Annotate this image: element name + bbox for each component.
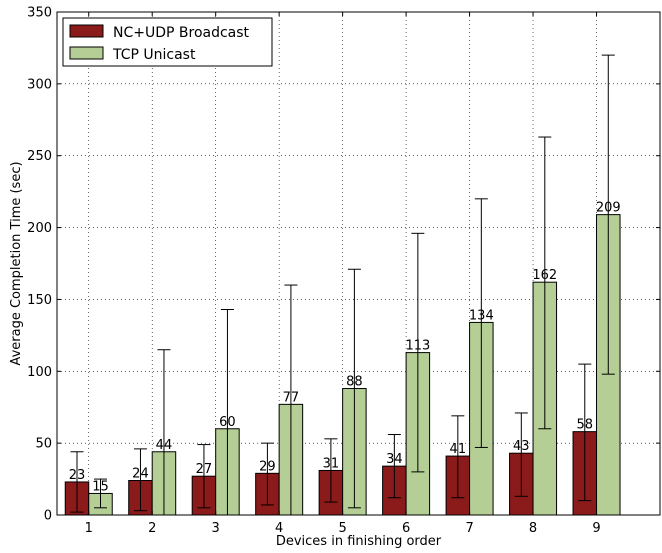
x-tick-label: 3 bbox=[212, 521, 220, 536]
x-tick-label: 1 bbox=[85, 521, 93, 536]
y-tick-label: 0 bbox=[44, 509, 52, 524]
value-labels: 23 24 27 29 31 34 41 43 58 15 44 60 77 88 113 134 162 209 bbox=[69, 201, 621, 495]
legend-swatch-tcp bbox=[69, 46, 104, 60]
x-tick-label: 7 bbox=[465, 521, 473, 536]
bar-value-label: 60 bbox=[219, 415, 236, 430]
y-tick-label: 200 bbox=[27, 221, 52, 236]
x-tick-label: 9 bbox=[592, 521, 600, 536]
bar-value-label: 88 bbox=[346, 375, 363, 390]
bar-value-label: 44 bbox=[156, 438, 173, 453]
x-tick-label: 4 bbox=[275, 521, 283, 536]
bar-value-label: 209 bbox=[596, 201, 621, 216]
bar-value-label: 27 bbox=[196, 462, 213, 477]
bar-value-label: 58 bbox=[577, 418, 594, 433]
bar-value-label: 23 bbox=[69, 468, 86, 483]
bar-value-label: 34 bbox=[386, 452, 403, 467]
bar-value-label: 15 bbox=[92, 479, 109, 494]
x-tick-label: 5 bbox=[338, 521, 346, 536]
bar-value-label: 24 bbox=[132, 467, 149, 482]
bar-value-label: 43 bbox=[513, 439, 530, 454]
bar-value-label: 134 bbox=[469, 308, 494, 323]
legend-label-tcp: TCP Unicast bbox=[112, 47, 196, 63]
legend-label-nc-udp: NC+UDP Broadcast bbox=[113, 25, 250, 41]
x-tick-label: 8 bbox=[529, 521, 537, 536]
x-tick-label: 2 bbox=[148, 521, 156, 536]
bar-value-label: 31 bbox=[323, 456, 340, 471]
y-tick-label: 250 bbox=[27, 149, 52, 164]
bar-value-label: 29 bbox=[259, 459, 276, 474]
x-axis-label: Devices in finishing order bbox=[276, 534, 442, 549]
bar-value-label: 77 bbox=[283, 390, 300, 405]
plot-frame bbox=[56, 11, 661, 516]
y-tick-label: 150 bbox=[27, 293, 52, 308]
x-tick-label: 6 bbox=[402, 521, 410, 536]
error-bars bbox=[70, 54, 615, 516]
legend-swatch-nc-udp bbox=[69, 24, 104, 38]
grid-lines bbox=[57, 12, 660, 515]
y-tick-label: 300 bbox=[27, 77, 52, 92]
legend: NC+UDP Broadcast TCP Unicast bbox=[62, 17, 273, 67]
y-axis-label: Average Completion Time (sec) bbox=[9, 161, 24, 365]
bar-value-label: 162 bbox=[532, 268, 557, 283]
bar-value-label: 41 bbox=[450, 442, 467, 457]
bar-value-label: 113 bbox=[405, 339, 430, 354]
y-tick-label: 50 bbox=[35, 437, 52, 452]
y-tick-label: 350 bbox=[27, 6, 52, 21]
y-tick-label: 100 bbox=[27, 365, 52, 380]
